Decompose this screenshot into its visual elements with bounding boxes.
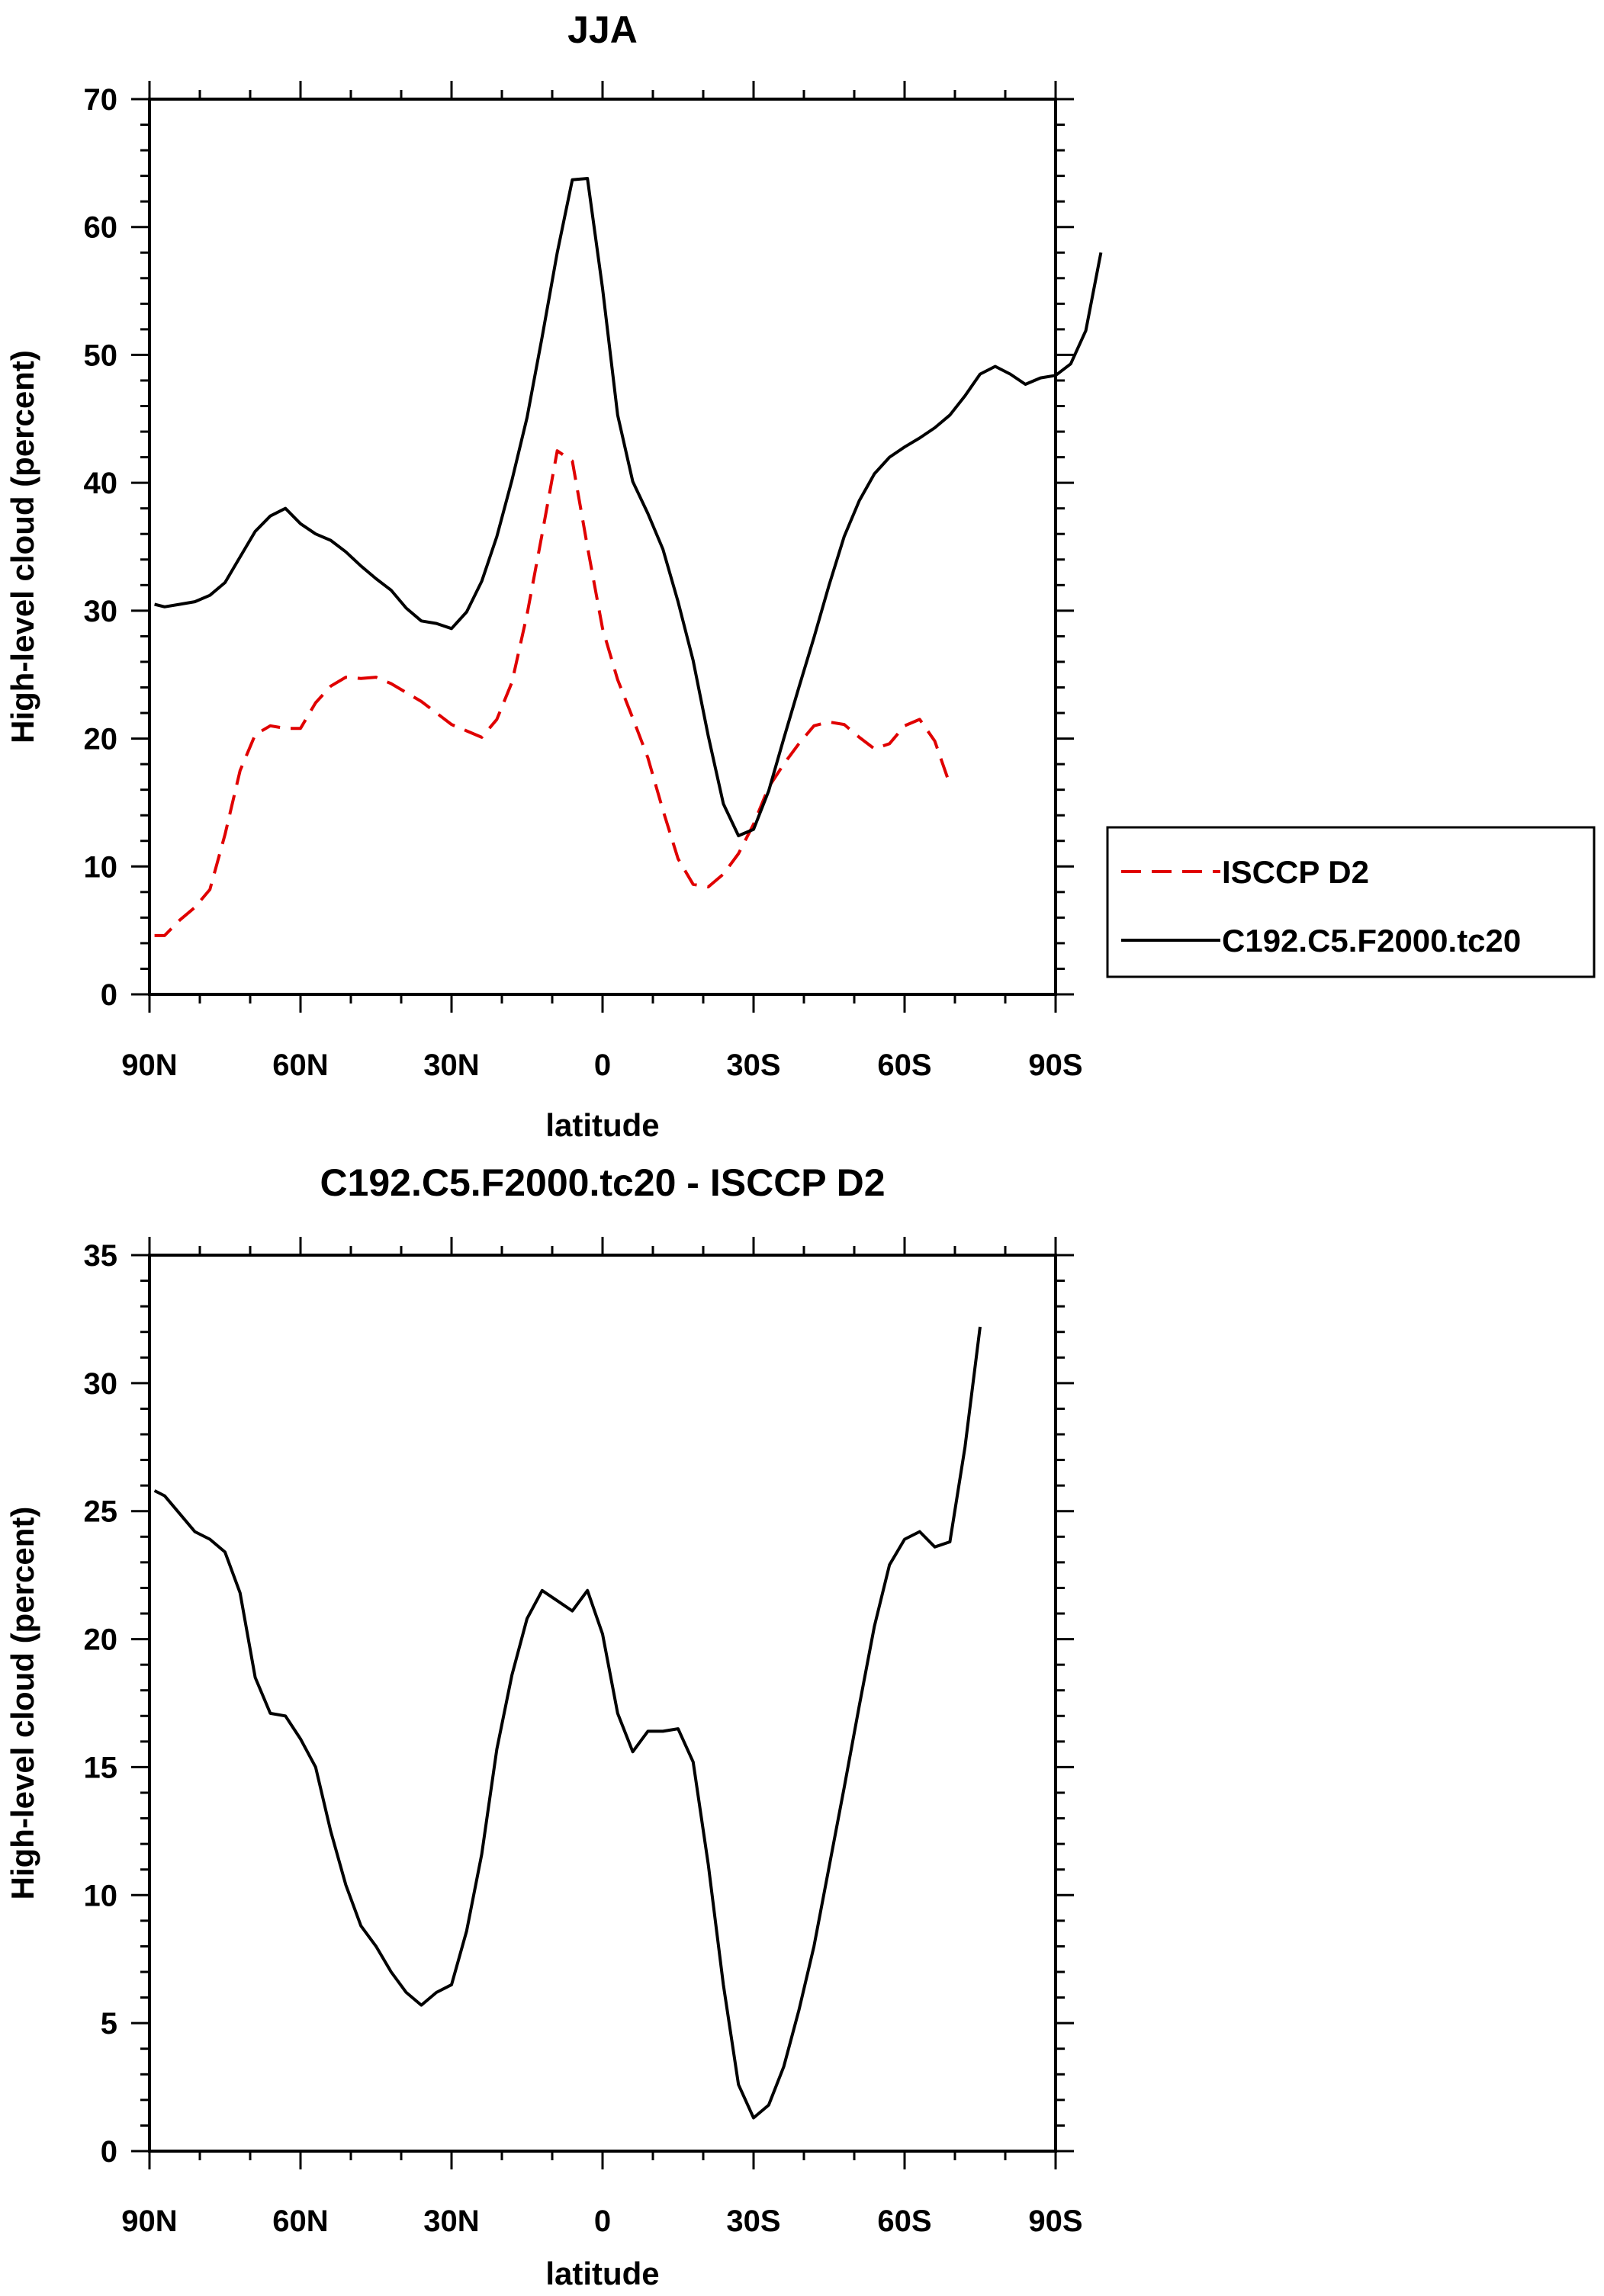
x-tick-label: 60N [272, 1048, 328, 1082]
x-tick-label: 90S [1028, 1048, 1082, 1082]
x-tick-label: 0 [594, 1048, 611, 1082]
y-tick-label: 10 [84, 1879, 118, 1912]
x-tick-label: 60S [877, 1048, 931, 1082]
y-tick-label: 20 [84, 1623, 118, 1657]
y-tick-label: 15 [84, 1751, 118, 1784]
y-tick-label: 10 [84, 850, 118, 884]
y-tick-label: 60 [84, 211, 118, 245]
series-line-difference [153, 1326, 982, 2120]
x-tick-label: 90N [121, 1048, 177, 1082]
y-tick-label: 5 [101, 2007, 117, 2041]
y-tick-label: 35 [84, 1239, 118, 1273]
series-line-c192-c5-f2000-tc20 [154, 177, 1103, 837]
legend-box [1106, 826, 1596, 978]
y-tick-label: 25 [84, 1495, 118, 1529]
legend-label: C192.C5.F2000.tc20 [1222, 923, 1521, 959]
x-axis-label: latitude [545, 2256, 659, 2291]
y-tick-label: 30 [84, 1367, 118, 1401]
legend-label: ISCCP D2 [1222, 854, 1369, 890]
y-tick-label: 40 [84, 467, 118, 500]
y-tick-label: 0 [101, 2135, 117, 2169]
y-tick-label: 50 [84, 339, 118, 372]
x-tick-label: 60N [272, 2204, 328, 2238]
x-tick-label: 30N [423, 1048, 479, 1082]
x-tick-label: 30S [726, 2204, 780, 2238]
x-tick-label: 0 [594, 2204, 611, 2238]
x-tick-label: 90S [1028, 2204, 1082, 2238]
top-plot: JJA 0 10 20 30 40 50 60 70 90N 60N 30N 0 30S 60S 90S lat… [5, 8, 1596, 1143]
y-tick-label: 0 [101, 978, 117, 1012]
chart-title: C192.C5.F2000.tc20 - ISCCP D2 [320, 1161, 885, 1204]
bottom-plot: C192.C5.F2000.tc20 - ISCCP D2 0 5 10 15 20 25 3… [5, 1161, 1083, 2291]
y-tick-label: 70 [84, 83, 118, 117]
x-axis-label: latitude [545, 1107, 659, 1143]
x-tick-label: 30S [726, 1048, 780, 1082]
x-tick-label: 60S [877, 2204, 931, 2238]
y-tick-label: 20 [84, 723, 118, 756]
y-axis-label: High-level cloud (percent) [5, 350, 40, 743]
x-tick-label: 90N [121, 2204, 177, 2238]
y-tick-label: 30 [84, 595, 118, 628]
y-axis-label: High-level cloud (percent) [5, 1507, 40, 1900]
series-line-isccp-d2 [154, 449, 952, 937]
x-tick-label: 30N [423, 2204, 479, 2238]
chart-title: JJA [567, 8, 638, 51]
